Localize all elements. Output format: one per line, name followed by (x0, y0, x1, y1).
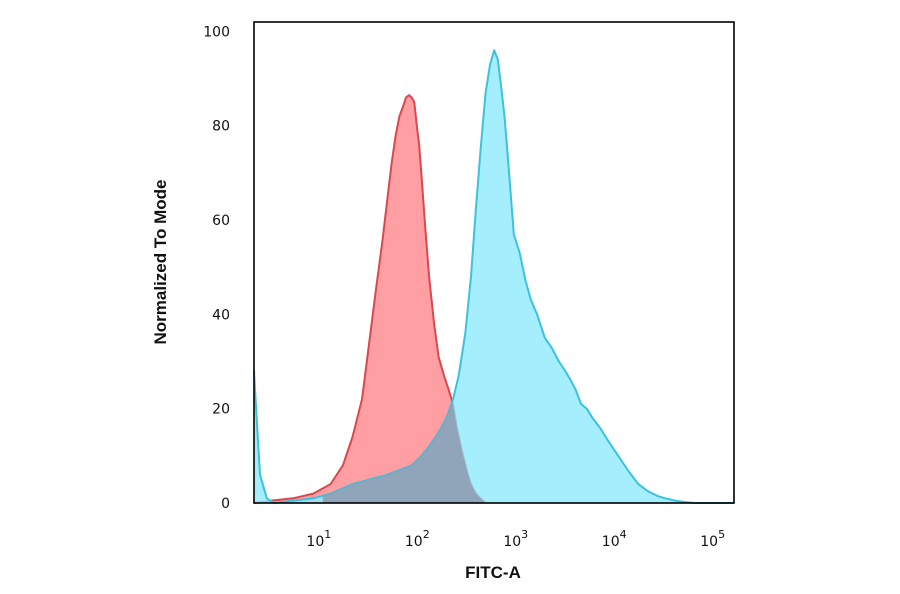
x-tick-label: 101 (306, 528, 331, 550)
y-tick-label: 60 (212, 213, 230, 229)
y-tick-label: 20 (212, 402, 230, 418)
x-tick-label: 103 (503, 528, 528, 550)
histogram-overlap (322, 401, 486, 503)
y-axis-title: Normalized To Mode (151, 180, 170, 345)
y-tick-label: 80 (212, 119, 230, 135)
y-axis-ticks: 0 20 40 60 80 100 (203, 24, 230, 512)
x-tick-label: 104 (602, 528, 627, 550)
series-layer (253, 49, 734, 504)
y-tick-label: 0 (221, 496, 230, 512)
histogram-area-2 (254, 50, 734, 504)
y-tick-label: 40 (212, 307, 230, 323)
x-axis-ticks: 101 102 103 104 105 (306, 528, 725, 550)
x-axis-title: FITC-A (465, 563, 521, 582)
x-tick-label: 105 (700, 528, 725, 550)
histogram-area-1 (254, 95, 486, 503)
x-tick-label: 102 (405, 528, 430, 550)
plot-frame (253, 21, 735, 504)
y-tick-label: 100 (203, 24, 230, 40)
